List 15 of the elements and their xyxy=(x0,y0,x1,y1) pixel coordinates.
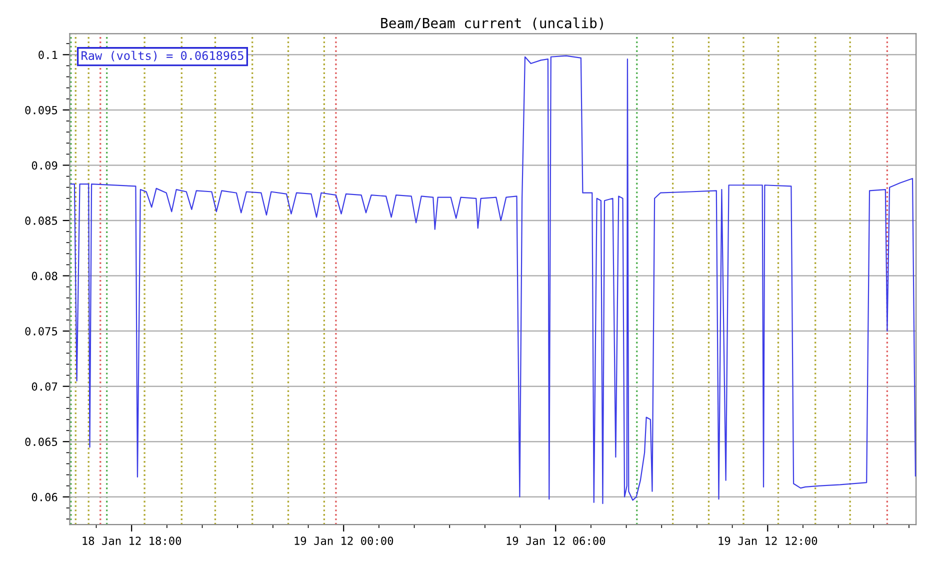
x-tick-label: 19 Jan 12 12:00 xyxy=(718,536,818,545)
y-tick-label: 0.06 xyxy=(32,492,58,502)
x-tick-label: 18 Jan 12 18:00 xyxy=(82,536,182,545)
y-tick-label: 0.09 xyxy=(32,161,58,170)
x-tick-label: 19 Jan 12 06:00 xyxy=(506,536,606,545)
x-tick-label: 19 Jan 12 00:00 xyxy=(294,536,394,545)
chart-title: Beam/Beam current (uncalib) xyxy=(381,17,603,30)
y-tick-label: 0.08 xyxy=(32,272,58,280)
y-tick-label: 0.075 xyxy=(25,327,58,336)
y-tick-label: 0.095 xyxy=(25,106,58,114)
y-tick-label: 0.07 xyxy=(32,382,58,391)
y-tick-label: 0.1 xyxy=(38,50,58,60)
annotation: Raw (volts) = 0.0618965 xyxy=(82,50,244,62)
y-tick-label: 0.085 xyxy=(25,216,58,225)
y-tick-label: 0.065 xyxy=(25,438,58,446)
